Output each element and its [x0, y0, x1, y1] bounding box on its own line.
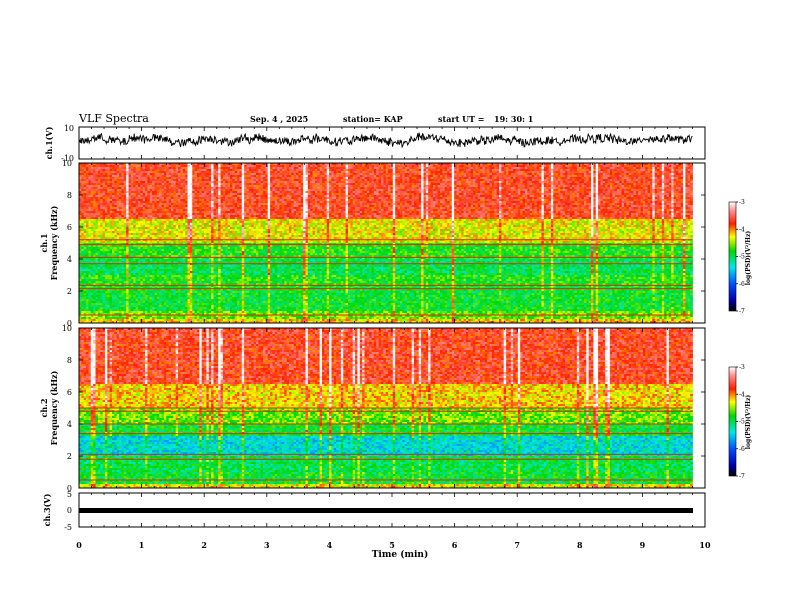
ch1-ytick-top: 10 — [64, 124, 74, 133]
panel-ch1-waveform: 10 -10 ch.1(V) — [44, 124, 705, 163]
ch1-waveform-trace — [79, 133, 693, 147]
station-label: station= KAP — [343, 114, 403, 124]
date-label: Sep. 4 , 2025 — [250, 114, 308, 124]
start-time-label: 19: 30: 1 — [494, 114, 533, 124]
start-label: start UT = — [438, 114, 485, 124]
figure-title: VLF Spectra — [78, 112, 149, 125]
ch1-ylabel: ch.1(V) — [44, 126, 54, 159]
ch1-spectrogram-image — [79, 163, 693, 323]
